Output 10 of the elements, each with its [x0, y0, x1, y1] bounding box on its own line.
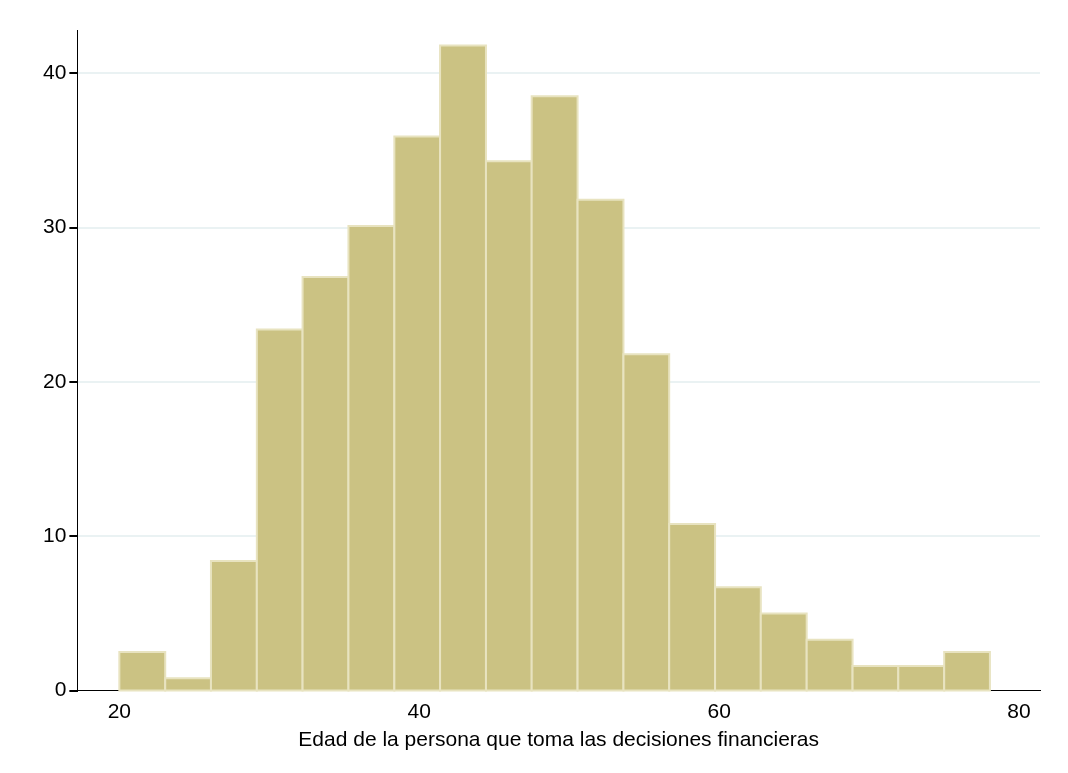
- x-tick-label: 40: [407, 699, 431, 722]
- x-tick-label: 20: [107, 699, 132, 722]
- y-tick-label: 20: [43, 368, 67, 392]
- y-tick-label: 0: [54, 677, 67, 701]
- y-tick-label: 10: [43, 523, 67, 547]
- x-tick-label: 80: [1007, 699, 1031, 722]
- x-tick-label: 60: [707, 699, 731, 722]
- x-axis-title: Edad de la persona que toma las decisiones financieras: [298, 727, 820, 751]
- y-tick-label: 30: [43, 214, 67, 238]
- y-tick-label: 40: [43, 60, 67, 84]
